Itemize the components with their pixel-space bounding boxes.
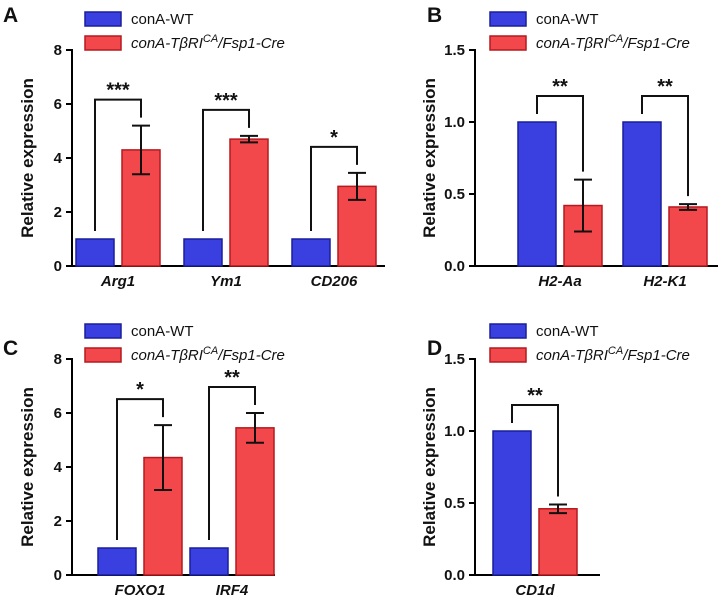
y-tick-label: 8 (54, 351, 62, 368)
legend-label-wt: conA-WT (536, 323, 599, 340)
y-tick-label: 0.0 (444, 567, 465, 584)
legend-swatch-ko (84, 35, 122, 51)
legend-swatch-wt (84, 323, 122, 339)
bar-wt-H2-Aa (517, 121, 557, 267)
bar-wt-IRF4 (189, 547, 229, 576)
sig-bracket-H2-K1 (641, 95, 689, 197)
category-label-Ym1: Ym1 (210, 273, 242, 290)
legend: conA-WT conA-TβRICA/Fsp1-Cre (489, 323, 690, 364)
sig-stars-FOXO1: * (136, 379, 144, 401)
legend-swatch-wt (84, 11, 122, 27)
error-bar-Ym1 (240, 134, 258, 144)
y-tick-label: 1.5 (444, 351, 465, 368)
legend: conA-WT conA-TβRICA/Fsp1-Cre (84, 11, 285, 52)
bar-wt-H2-K1 (622, 121, 662, 267)
y-tick-label: 1.0 (444, 423, 465, 440)
error-bar-H2-K1 (679, 203, 697, 211)
legend-label-ko: conA-TβRICA/Fsp1-Cre (131, 345, 285, 364)
legend-label-ko: conA-TβRICA/Fsp1-Cre (536, 33, 690, 52)
panel-letter: B (427, 4, 442, 27)
bar-wt-CD1d (492, 430, 532, 576)
bar-wt-FOXO1 (97, 547, 137, 576)
sig-stars-Ym1: *** (214, 90, 238, 112)
bar-wt-CD206 (291, 238, 331, 267)
error-bar-IRF4 (246, 412, 264, 444)
sig-bracket-CD206 (310, 145, 358, 231)
error-bar-CD206 (348, 171, 366, 201)
sig-stars-H2-K1: ** (657, 76, 673, 98)
y-tick-label: 0 (54, 567, 62, 584)
category-label-FOXO1: FOXO1 (115, 582, 166, 597)
legend-swatch-wt (489, 11, 527, 27)
y-tick-label: 6 (54, 405, 62, 422)
y-axis-title: Relative expression (18, 78, 37, 238)
error-bar-FOXO1 (154, 424, 172, 491)
sig-bracket-IRF4 (208, 386, 256, 540)
category-label-IRF4: IRF4 (216, 582, 249, 597)
legend: conA-WT conA-TβRICA/Fsp1-Cre (489, 11, 690, 52)
category-label-H2-Aa: H2-Aa (538, 273, 581, 290)
legend-label-wt: conA-WT (131, 323, 194, 340)
y-tick-label: 0 (54, 258, 62, 275)
y-axis-title: Relative expression (18, 387, 37, 547)
y-tick-label: 4 (54, 150, 63, 167)
error-bar-H2-Aa (574, 178, 592, 233)
legend-label-wt: conA-WT (131, 11, 194, 28)
legend-swatch-ko (489, 347, 527, 363)
sig-bracket-Arg1 (94, 98, 142, 231)
category-label-Arg1: Arg1 (100, 273, 135, 290)
y-tick-label: 6 (54, 96, 62, 113)
bar-ko-IRF4 (235, 427, 275, 576)
y-tick-label: 1.0 (444, 114, 465, 131)
y-tick-label: 2 (54, 204, 62, 221)
sig-bracket-Ym1 (202, 108, 250, 231)
y-tick-label: 0.5 (444, 186, 465, 203)
panel-letter: C (3, 337, 18, 360)
category-label-CD1d: CD1d (515, 582, 555, 597)
legend: conA-WT conA-TβRICA/Fsp1-Cre (84, 323, 285, 364)
bar-wt-Arg1 (75, 238, 115, 267)
bar-ko-Ym1 (229, 138, 269, 267)
y-tick-label: 2 (54, 513, 62, 530)
category-label-H2-K1: H2-K1 (643, 273, 686, 290)
y-tick-label: 0.5 (444, 495, 465, 512)
y-tick-label: 0.0 (444, 258, 465, 275)
legend-swatch-wt (489, 323, 527, 339)
sig-bracket-H2-Aa (536, 95, 584, 172)
sig-stars-CD206: * (330, 127, 338, 149)
legend-label-ko: conA-TβRICA/Fsp1-Cre (131, 33, 285, 52)
sig-stars-IRF4: ** (224, 367, 240, 389)
sig-stars-CD1d: ** (527, 385, 543, 407)
error-bar-CD1d (549, 503, 567, 515)
error-bar-Arg1 (132, 124, 150, 176)
legend-label-wt: conA-WT (536, 11, 599, 28)
category-label-CD206: CD206 (311, 273, 358, 290)
panel-letter: D (427, 337, 442, 360)
legend-label-ko: conA-TβRICA/Fsp1-Cre (536, 345, 690, 364)
bar-wt-Ym1 (183, 238, 223, 267)
sig-stars-Arg1: *** (106, 80, 130, 102)
y-tick-label: 4 (54, 459, 63, 476)
y-axis-title: Relative expression (420, 387, 439, 547)
legend-swatch-ko (84, 347, 122, 363)
panel-letter: A (3, 4, 18, 27)
y-axis-title: Relative expression (420, 78, 439, 238)
sig-stars-H2-Aa: ** (552, 76, 568, 98)
bar-ko-CD1d (538, 508, 578, 576)
legend-swatch-ko (489, 35, 527, 51)
bar-ko-H2-K1 (668, 206, 708, 267)
sig-bracket-CD1d (511, 404, 559, 497)
y-tick-label: 8 (54, 42, 62, 59)
y-tick-label: 1.5 (444, 42, 465, 59)
sig-bracket-FOXO1 (116, 398, 164, 540)
